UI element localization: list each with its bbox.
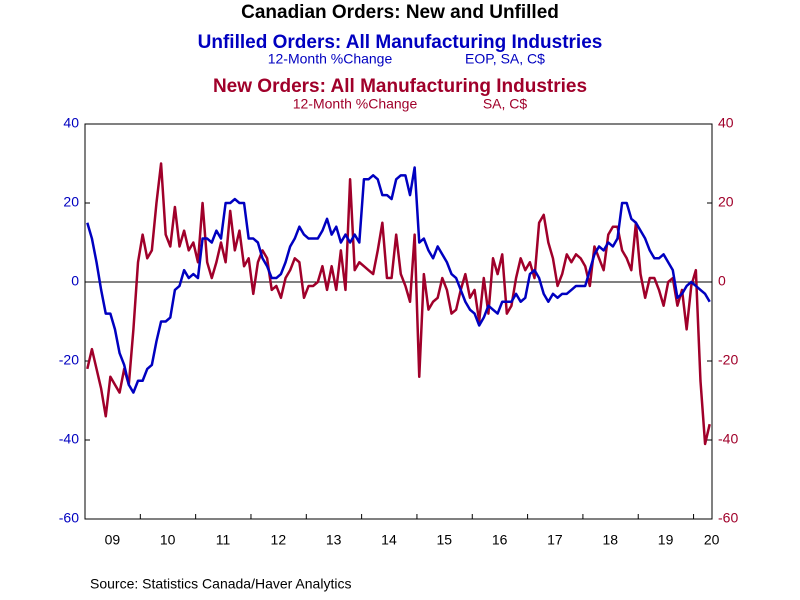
chart-title: Canadian Orders: New and Unfilled bbox=[241, 2, 559, 23]
x-tick-label: 16 bbox=[492, 532, 508, 548]
plot-area bbox=[84, 123, 713, 520]
x-tick-label: 18 bbox=[602, 532, 618, 548]
y-tick-label: -60 bbox=[59, 510, 79, 526]
series-title: New Orders: All Manufacturing Industries bbox=[213, 76, 587, 97]
x-tick-label: 09 bbox=[105, 532, 121, 548]
x-tick-label: 11 bbox=[216, 532, 231, 548]
x-tick-label: 12 bbox=[271, 532, 287, 548]
series-notes: EOP, SA, C$ bbox=[465, 51, 545, 67]
series-line bbox=[86, 166, 711, 394]
y-tick-label: 40 bbox=[63, 115, 79, 131]
x-tick-label: 15 bbox=[437, 532, 453, 548]
y-tick-label: -20 bbox=[59, 352, 79, 368]
x-tick-label: 17 bbox=[547, 532, 563, 548]
x-tick-label: 14 bbox=[381, 532, 397, 548]
x-tick-label: 20 bbox=[704, 532, 720, 548]
y2-tick-label: 20 bbox=[718, 194, 734, 210]
series-notes: SA, C$ bbox=[483, 96, 528, 112]
y-tick-label: 20 bbox=[63, 194, 79, 210]
x-tick-label: 13 bbox=[326, 532, 342, 548]
y2-tick-label: -40 bbox=[718, 431, 738, 447]
y-tick-label: 0 bbox=[71, 273, 79, 289]
y2-tick-label: -20 bbox=[718, 352, 738, 368]
x-tick-label: 10 bbox=[160, 532, 176, 548]
series-units: 12-Month %Change bbox=[293, 96, 418, 112]
y2-tick-label: 40 bbox=[718, 115, 734, 131]
series-line bbox=[86, 162, 711, 446]
y-tick-label: -40 bbox=[59, 431, 79, 447]
y2-tick-label: 0 bbox=[718, 273, 726, 289]
y2-tick-label: -60 bbox=[718, 510, 738, 526]
source: Source: Statistics Canada/Haver Analytic… bbox=[90, 576, 351, 592]
x-tick-label: 19 bbox=[658, 532, 674, 548]
series-units: 12-Month %Change bbox=[268, 51, 393, 67]
series-title: Unfilled Orders: All Manufacturing Indus… bbox=[198, 32, 603, 53]
